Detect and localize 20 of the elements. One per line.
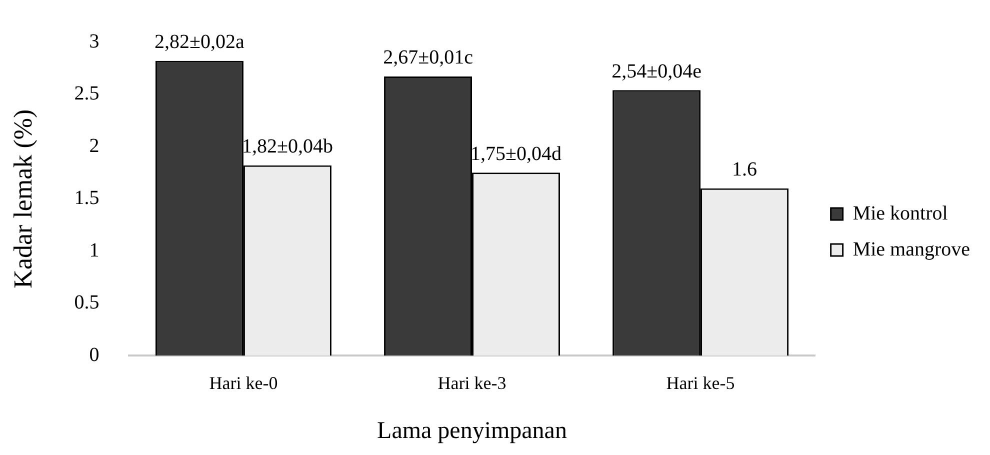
y-tick-label: 1.5 xyxy=(74,187,100,210)
legend-label: Mie mangrove xyxy=(852,238,970,260)
y-tick-label: 2.5 xyxy=(74,82,100,105)
y-tick-label: 0 xyxy=(89,344,100,366)
y-tick-label: 0.5 xyxy=(74,292,100,314)
x-axis-title: Lama penyimpanan xyxy=(377,418,567,444)
x-tick-label: Hari ke-5 xyxy=(666,373,735,394)
data-label: 2,82±0,02a xyxy=(154,31,245,54)
y-axis-title: Kadar lemak (%) xyxy=(8,109,38,288)
data-label: 1.6 xyxy=(732,158,758,181)
x-tick-label: Hari ke-0 xyxy=(209,373,278,394)
data-label: 2,67±0,01c xyxy=(383,46,474,69)
legend-label: Mie kontrol xyxy=(852,202,948,224)
data-label: 1,82±0,04b xyxy=(242,136,333,158)
data-label: 2,54±0,04e xyxy=(612,60,702,82)
y-tick-label: 3 xyxy=(89,30,100,52)
y-tick-label: 2 xyxy=(89,134,100,157)
y-tick-label: 1 xyxy=(89,239,100,262)
data-label: 1,75±0,04d xyxy=(470,142,562,165)
x-tick-label: Hari ke-3 xyxy=(438,373,506,394)
